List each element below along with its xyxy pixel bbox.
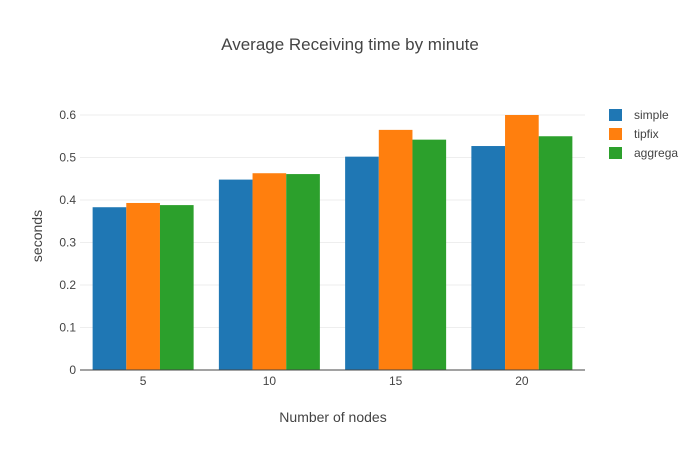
y-tick-label: 0.2 <box>59 278 76 292</box>
bar-tipfix-15 <box>378 129 413 370</box>
x-tick-label: 10 <box>263 374 277 388</box>
bars <box>92 115 573 370</box>
bar-aggrega-20 <box>538 136 573 370</box>
legend-swatch-aggrega <box>609 147 622 159</box>
bar-simple-15 <box>345 156 379 370</box>
legend: simple tipfix aggrega <box>609 108 678 160</box>
x-tick-label: 20 <box>515 374 529 388</box>
bar-aggrega-10 <box>286 174 320 370</box>
legend-swatch-tipfix <box>609 128 622 140</box>
y-tick-label: 0.5 <box>59 151 76 165</box>
bar-tipfix-20 <box>505 115 539 370</box>
legend-label-tipfix: tipfix <box>634 127 659 141</box>
chart-title: Average Receiving time by minute <box>221 35 479 54</box>
bar-tipfix-10 <box>252 173 287 370</box>
y-tick-label: 0.3 <box>59 236 76 250</box>
legend-label-aggrega: aggrega <box>634 146 678 160</box>
x-tick-label: 15 <box>389 374 403 388</box>
x-axis-label: Number of nodes <box>279 409 386 425</box>
y-axis-label: seconds <box>29 210 45 262</box>
bar-tipfix-5 <box>126 202 160 370</box>
y-tick-label: 0.4 <box>59 193 76 207</box>
bar-aggrega-15 <box>412 139 447 370</box>
legend-swatch-simple <box>609 109 622 121</box>
y-tick-label: 0 <box>69 363 76 377</box>
x-tick-labels: 5 10 15 20 <box>140 374 529 388</box>
bar-simple-5 <box>92 207 127 370</box>
y-tick-label: 0.6 <box>59 108 76 122</box>
bar-aggrega-5 <box>159 205 194 370</box>
legend-label-simple: simple <box>634 108 669 122</box>
x-tick-label: 5 <box>140 374 147 388</box>
bar-simple-10 <box>218 179 253 370</box>
y-tick-label: 0.1 <box>59 321 76 335</box>
y-tick-labels: 0 0.1 0.2 0.3 0.4 0.5 0.6 <box>59 108 76 377</box>
bar-simple-20 <box>471 146 506 370</box>
